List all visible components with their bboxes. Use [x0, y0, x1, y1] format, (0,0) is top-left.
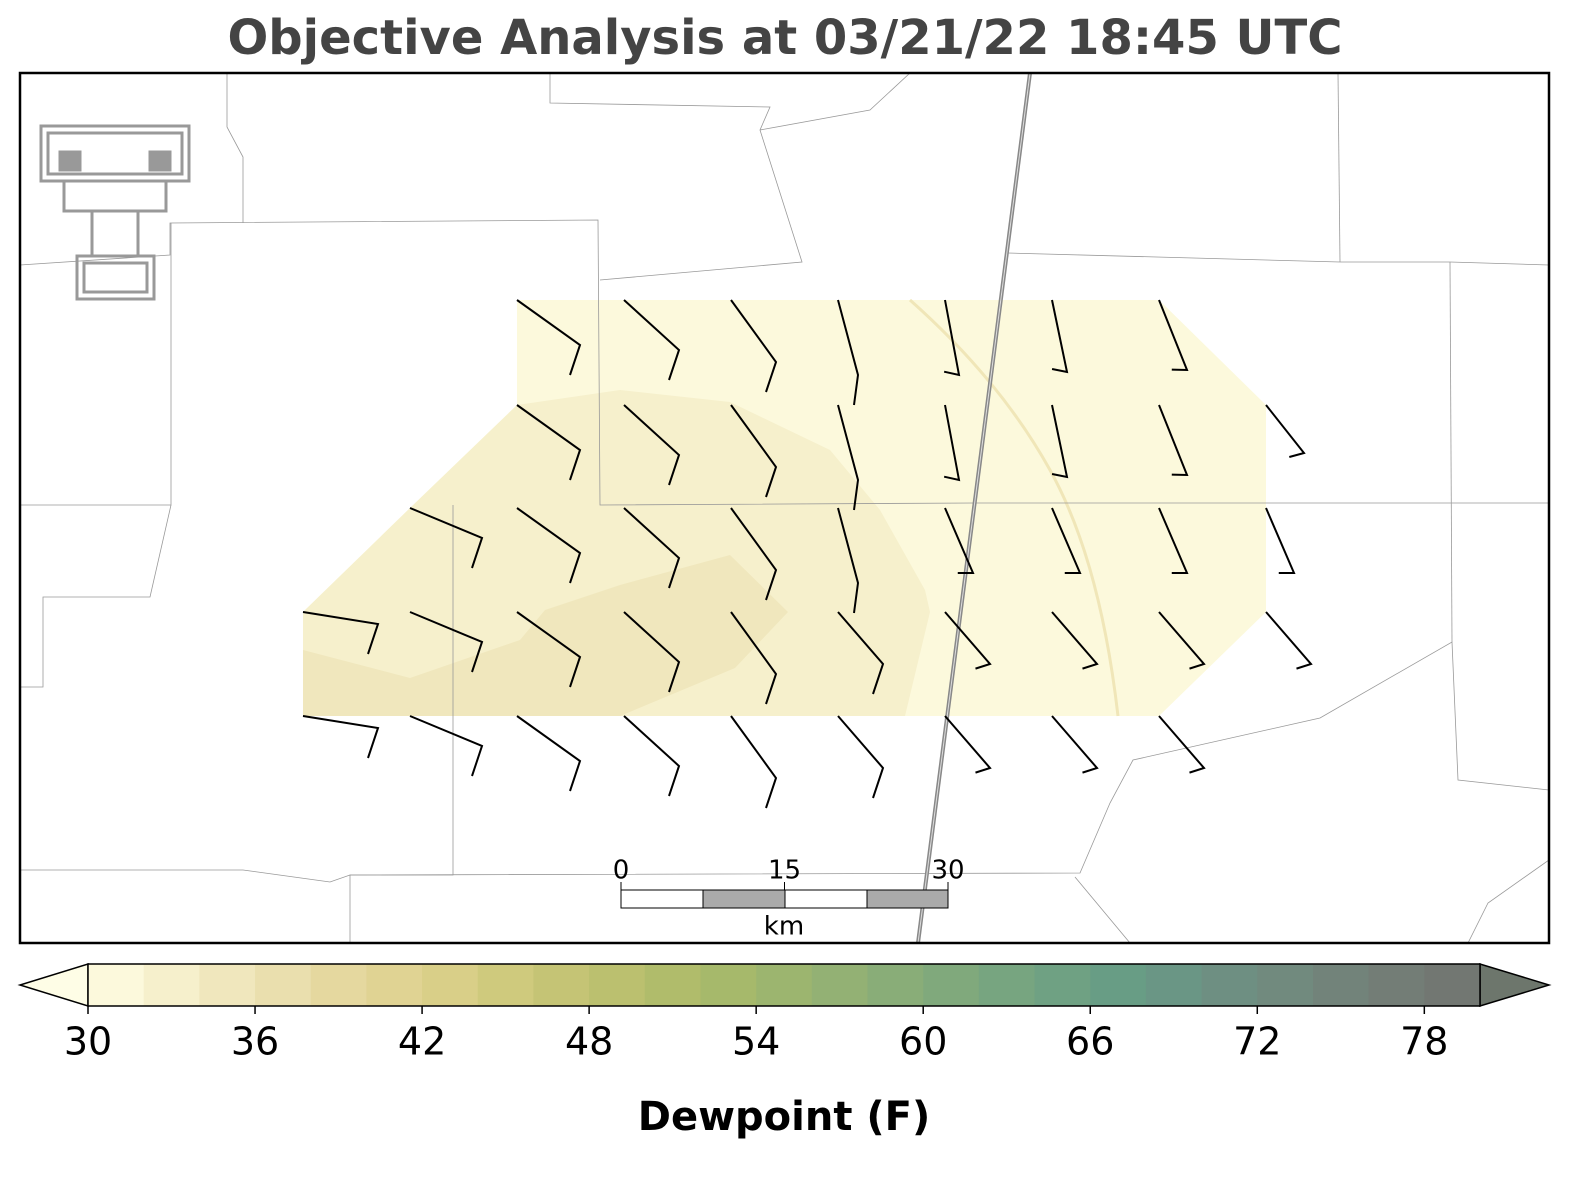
colorbar-bin — [1257, 964, 1314, 1006]
wind-barb — [730, 404, 778, 498]
colorbar: 30 36 42 48 54 60 66 72 78 — [17, 962, 1552, 1064]
scale-unit: km — [764, 912, 804, 942]
colorbar-label: Dewpoint (F) — [638, 1094, 931, 1140]
logo — [39, 124, 191, 301]
colorbar-bin — [1424, 964, 1481, 1006]
colorbar-tick-label: 36 — [231, 1020, 279, 1064]
wind-barb — [409, 507, 484, 569]
colorbar-tick-label: 72 — [1233, 1020, 1281, 1064]
wind-barb — [623, 507, 681, 589]
colorbar-bin — [1201, 964, 1258, 1006]
colorbar-bin — [1368, 964, 1425, 1006]
colorbar-bin — [700, 964, 757, 1006]
wind-barb — [623, 299, 681, 381]
wind-barb — [943, 299, 961, 377]
wind-barb — [944, 715, 992, 774]
wind-barb — [623, 715, 681, 797]
wind-barb — [730, 715, 778, 809]
wind-barb — [1051, 507, 1082, 575]
wind-barb — [1051, 715, 1099, 774]
wind-barb — [730, 507, 778, 601]
wind-barb — [516, 715, 582, 792]
colorbar-bin — [422, 964, 479, 1006]
wind-barb — [1265, 404, 1306, 458]
title: Objective Analysis at 03/21/22 18:45 UTC — [228, 10, 1343, 66]
colorbar-bin — [1034, 964, 1091, 1006]
wind-barb — [730, 611, 778, 705]
colorbar-bin — [477, 964, 534, 1006]
contour-fill — [303, 390, 930, 716]
highway — [916, 73, 1032, 943]
colorbar-tick-label: 78 — [1400, 1020, 1448, 1064]
wind-barb — [837, 611, 885, 695]
contour-line — [909, 298, 1120, 717]
colorbar-tick-label: 54 — [732, 1020, 780, 1064]
contour-fill — [303, 555, 788, 716]
wind-barb — [1265, 611, 1313, 670]
wind-barb — [1051, 404, 1069, 479]
colorbar-bin — [143, 964, 200, 1006]
colorbar-bin — [867, 964, 924, 1006]
wind-barb — [1051, 611, 1099, 670]
wind-barb — [302, 715, 380, 759]
scale-bar: 0 15 30 km — [613, 856, 965, 942]
wind-barb — [516, 507, 582, 584]
colorbar-tick-label: 48 — [565, 1020, 613, 1064]
colorbar-frame — [87, 963, 1481, 1007]
colorbar-extend-low — [17, 962, 89, 1008]
wind-barbs — [302, 299, 1313, 809]
wind-barb — [516, 404, 582, 481]
wind-barb — [623, 611, 681, 693]
colorbar-extend-high — [1479, 962, 1552, 1008]
wind-barb — [409, 715, 484, 777]
wind-barb — [409, 611, 484, 673]
wind-barb — [1158, 299, 1189, 372]
scale-tick-label: 30 — [931, 856, 964, 886]
wind-barb — [302, 611, 380, 655]
colorbar-bin — [199, 964, 256, 1006]
colorbar-tick-label: 30 — [64, 1020, 112, 1064]
scale-tick-label: 15 — [768, 856, 801, 886]
wind-barb — [1158, 404, 1189, 477]
wind-barb — [516, 299, 582, 376]
colorbar-tick-label: 66 — [1066, 1020, 1114, 1064]
colorbar-bin — [310, 964, 367, 1006]
colorbar-bin — [923, 964, 980, 1006]
wind-barb — [1158, 715, 1206, 774]
wind-barb — [944, 611, 992, 670]
colorbar-tick-label: 60 — [899, 1020, 947, 1064]
wind-barb — [730, 299, 778, 393]
wind-barb — [1158, 611, 1206, 670]
map-frame — [18, 71, 1551, 945]
wind-barb — [943, 404, 961, 482]
wind-barb — [1158, 507, 1189, 575]
colorbar-bin — [533, 964, 590, 1006]
colorbar-bin — [255, 964, 312, 1006]
wind-barb — [516, 611, 582, 688]
wind-barb — [837, 507, 860, 614]
colorbar-bin — [1312, 964, 1370, 1006]
wind-barb — [944, 507, 975, 575]
scale-tick-label: 0 — [613, 856, 630, 886]
colorbar-bin — [811, 964, 869, 1006]
wind-barb — [623, 404, 681, 486]
wind-barb — [837, 299, 860, 406]
wind-barb — [1265, 507, 1296, 575]
dewpoint-shading — [303, 298, 1266, 717]
wind-barb — [837, 404, 860, 511]
colorbar-bin — [88, 964, 145, 1006]
colorbar-bin — [589, 964, 646, 1006]
map: 0 15 30 km — [18, 71, 1551, 945]
colorbar-bin — [1090, 964, 1147, 1006]
colorbar-bin — [756, 964, 813, 1006]
colorbar-bin — [644, 964, 701, 1006]
wind-barb — [1051, 299, 1069, 374]
colorbar-tick-label: 42 — [398, 1020, 446, 1064]
colorbar-bin — [978, 964, 1036, 1006]
wind-barb — [837, 715, 885, 799]
colorbar-bin — [1145, 964, 1203, 1006]
colorbar-bin — [366, 964, 423, 1006]
